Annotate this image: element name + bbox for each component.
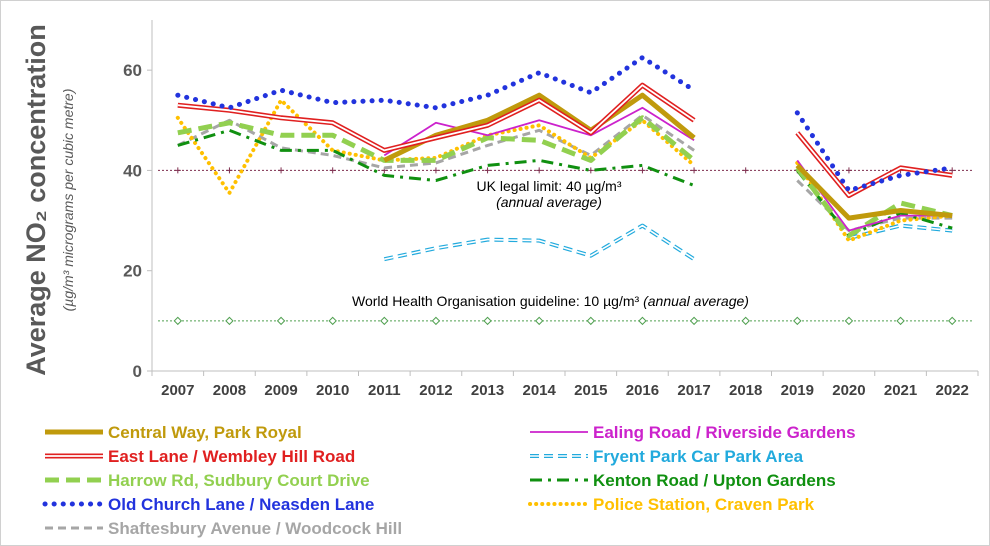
reference-marker	[483, 316, 492, 326]
series-line	[796, 169, 953, 238]
series-line	[175, 55, 697, 111]
reference-marker	[639, 167, 646, 174]
uk-limit-label: UK legal limit: 40 µg/m³	[477, 178, 622, 194]
legend-label: Fryent Park Car Park Area	[593, 447, 804, 466]
series-line	[177, 113, 695, 170]
reference-marker	[278, 167, 285, 174]
reference-marker	[947, 316, 957, 326]
reference-marker	[225, 316, 234, 326]
series-police-station-craven-park	[175, 98, 955, 243]
legend-item: Harrow Rd, Sudbury Court Drive	[45, 471, 370, 490]
series-line	[177, 128, 695, 187]
x-tick-label: 2015	[574, 382, 607, 399]
x-tick-label: 2018	[729, 382, 762, 399]
reference-marker	[844, 316, 854, 326]
x-tick-label: 2021	[884, 382, 917, 399]
legend-label: Old Church Lane / Neasden Lane	[108, 495, 374, 514]
series-line	[383, 106, 695, 157]
x-tick-label: 2011	[368, 382, 401, 399]
reference-marker	[691, 167, 698, 174]
reference-marker	[638, 316, 647, 326]
reference-marker	[534, 316, 544, 326]
legend-label: Kenton Road / Upton Gardens	[593, 471, 836, 490]
reference-marker	[329, 167, 336, 174]
legend-item: Central Way, Park Royal	[45, 423, 302, 442]
series-harrow-rd-sudbury-court-drive	[177, 115, 953, 239]
x-tick-label: 2016	[626, 382, 659, 399]
series-line	[384, 224, 695, 260]
x-tick-label: 2019	[781, 382, 814, 399]
legend-item: Fryent Park Car Park Area	[530, 447, 804, 466]
reference-marker	[793, 316, 802, 326]
series-kenton-road-upton-gardens	[177, 128, 953, 238]
y-tick-label: 0	[133, 362, 142, 381]
reference-marker	[174, 167, 181, 174]
reference-marker	[896, 316, 905, 326]
reference-marker	[742, 167, 749, 174]
legend-label: Harrow Rd, Sudbury Court Drive	[108, 471, 370, 490]
reference-marker	[949, 167, 956, 174]
series-line	[795, 160, 955, 243]
series-line	[795, 163, 953, 221]
x-tick-label: 2017	[677, 382, 710, 399]
reference-marker	[741, 316, 750, 326]
x-tick-label: 2014	[523, 382, 557, 399]
series-line	[175, 98, 697, 195]
reference-marker	[328, 316, 337, 326]
x-tick-label: 2009	[264, 382, 297, 399]
legend-label: Police Station, Craven Park	[593, 495, 815, 514]
series-central-way-park-royal	[383, 92, 953, 221]
series-line	[177, 84, 695, 152]
reference-marker	[276, 316, 286, 326]
reference-marker	[432, 167, 439, 174]
reference-marker	[586, 316, 596, 326]
series-old-church-lane-neasden-lane	[175, 55, 955, 193]
who-guideline-label: World Health Organisation guideline: 10 …	[352, 293, 749, 309]
legend-item: Ealing Road / Riverside Gardens	[530, 423, 856, 442]
x-tick-label: 2010	[316, 382, 349, 399]
series-fryent-park-car-park-area	[383, 223, 953, 262]
series-line	[794, 110, 955, 193]
series-line	[795, 166, 953, 239]
x-tick-label: 2012	[419, 382, 452, 399]
series-line	[177, 115, 696, 163]
reference-marker	[484, 167, 491, 174]
legend-item: Shaftesbury Avenue / Woodcock Hill	[45, 519, 402, 538]
x-tick-label: 2008	[213, 382, 246, 399]
series-line	[383, 223, 696, 262]
y-tick-label: 60	[123, 61, 142, 80]
legend-item: Police Station, Craven Park	[528, 495, 815, 514]
legend-label: East Lane / Wembley Hill Road	[108, 447, 355, 466]
series-line	[796, 159, 953, 232]
reference-marker	[587, 167, 594, 174]
reference-marker	[226, 167, 233, 174]
series-line	[383, 92, 696, 163]
legend-label: Shaftesbury Avenue / Woodcock Hill	[108, 519, 402, 538]
y-axis-title: Average NO₂ concentration	[21, 24, 51, 376]
legend-item: East Lane / Wembley Hill Road	[45, 447, 355, 466]
legend-item: Kenton Road / Upton Gardens	[530, 471, 836, 490]
reference-marker	[173, 316, 183, 326]
legend-item: Old Church Lane / Neasden Lane	[42, 495, 374, 514]
reference-marker	[536, 167, 543, 174]
reference-marker	[689, 316, 699, 326]
x-tick-label: 2013	[471, 382, 504, 399]
y-tick-label: 40	[123, 161, 142, 180]
y-tick-label: 20	[123, 262, 142, 281]
reference-marker	[431, 316, 441, 326]
reference-marker	[380, 316, 389, 326]
x-tick-label: 2020	[832, 382, 865, 399]
uk-limit-sublabel: (annual average)	[496, 194, 602, 210]
y-axis-subtitle: (µg/m³ micrograms per cubic metre)	[60, 89, 76, 312]
x-tick-label: 2007	[161, 382, 194, 399]
reference-marker	[845, 167, 852, 174]
series-ealing-road-riverside-gardens	[383, 106, 953, 232]
legend-label: Ealing Road / Riverside Gardens	[593, 423, 856, 442]
legend-label: Central Way, Park Royal	[108, 423, 302, 442]
x-tick-label: 2022	[936, 382, 969, 399]
